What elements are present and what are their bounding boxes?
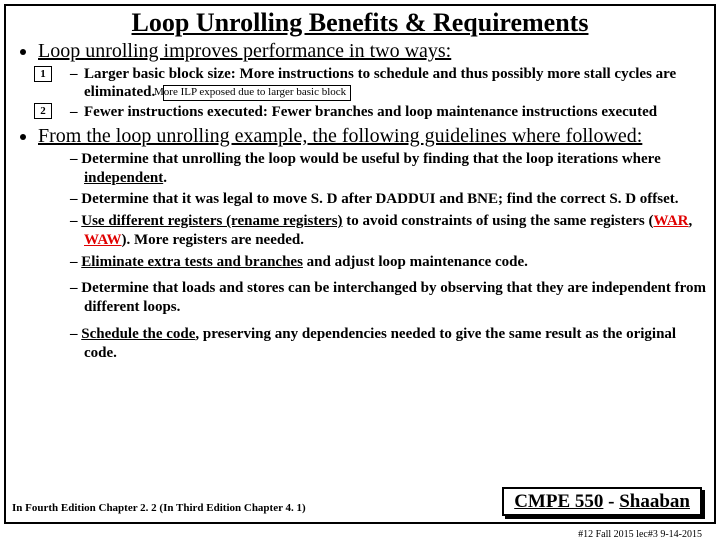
number-box-1: 1 [34, 66, 52, 82]
guideline-4: – Eliminate extra tests and branches and… [70, 253, 708, 272]
g4b: and adjust loop maintenance code. [303, 254, 528, 270]
guidelines-block: – Determine that unrolling the loop woul… [12, 150, 708, 363]
g1c: . [163, 170, 167, 186]
ilp-note-box: More ILP exposed due to larger basic blo… [163, 85, 351, 100]
number-box-2: 2 [34, 103, 52, 119]
g2-text: Determine that it was legal to move S. D… [81, 191, 678, 207]
reason-2: –Fewer instructions executed: Fewer bran… [70, 103, 708, 121]
course-box: CMPE 550 - Shaaban [502, 487, 702, 516]
g3a: Use different registers (rename register… [81, 213, 342, 229]
footer-row: In Fourth Edition Chapter 2. 2 (In Third… [12, 487, 708, 516]
slide-frame: Loop Unrolling Benefits & Requirements L… [4, 4, 716, 524]
g6a: Schedule the code [81, 326, 195, 342]
bullet-list-1: Loop unrolling improves performance in t… [12, 40, 708, 63]
g3sep: , [689, 213, 693, 229]
g3b: to avoid constraints of using the same r… [343, 213, 654, 229]
g3-war: WAR [654, 213, 689, 229]
guideline-1: – Determine that unrolling the loop woul… [70, 150, 708, 188]
bullet-1: Loop unrolling improves performance in t… [38, 40, 708, 63]
g3-waw: WAW [84, 232, 122, 248]
edition-note: In Fourth Edition Chapter 2. 2 (In Third… [12, 502, 306, 516]
slide-title: Loop Unrolling Benefits & Requirements [12, 8, 708, 38]
guideline-6: – Schedule the code, preserving any depe… [70, 325, 708, 363]
g3c: ). More registers are needed. [122, 232, 304, 248]
bullet-2: From the loop unrolling example, the fol… [38, 125, 708, 148]
slide-meta: #12 Fall 2015 lec#3 9-14-2015 [578, 529, 702, 540]
g4a: Eliminate extra tests and branches [81, 254, 303, 270]
guideline-3: – Use different registers (rename regist… [70, 212, 708, 250]
reason-2-text: Fewer instructions executed: Fewer branc… [84, 104, 657, 120]
course-author: Shaaban [619, 491, 690, 512]
course-code: CMPE 550 [514, 491, 603, 512]
reason-1: –Larger basic block size: More instructi… [70, 65, 708, 102]
guideline-2: – Determine that it was legal to move S.… [70, 190, 708, 209]
guideline-5: – Determine that loads and stores can be… [70, 279, 708, 317]
g5-text: Determine that loads and stores can be i… [81, 280, 706, 315]
course-sep: - [603, 491, 619, 512]
g1b: independent [84, 170, 163, 186]
reasons-block: 1 2 –Larger basic block size: More instr… [12, 65, 708, 121]
g1a: Determine that unrolling the loop would … [81, 151, 660, 167]
bullet-list-2: From the loop unrolling example, the fol… [12, 125, 708, 148]
